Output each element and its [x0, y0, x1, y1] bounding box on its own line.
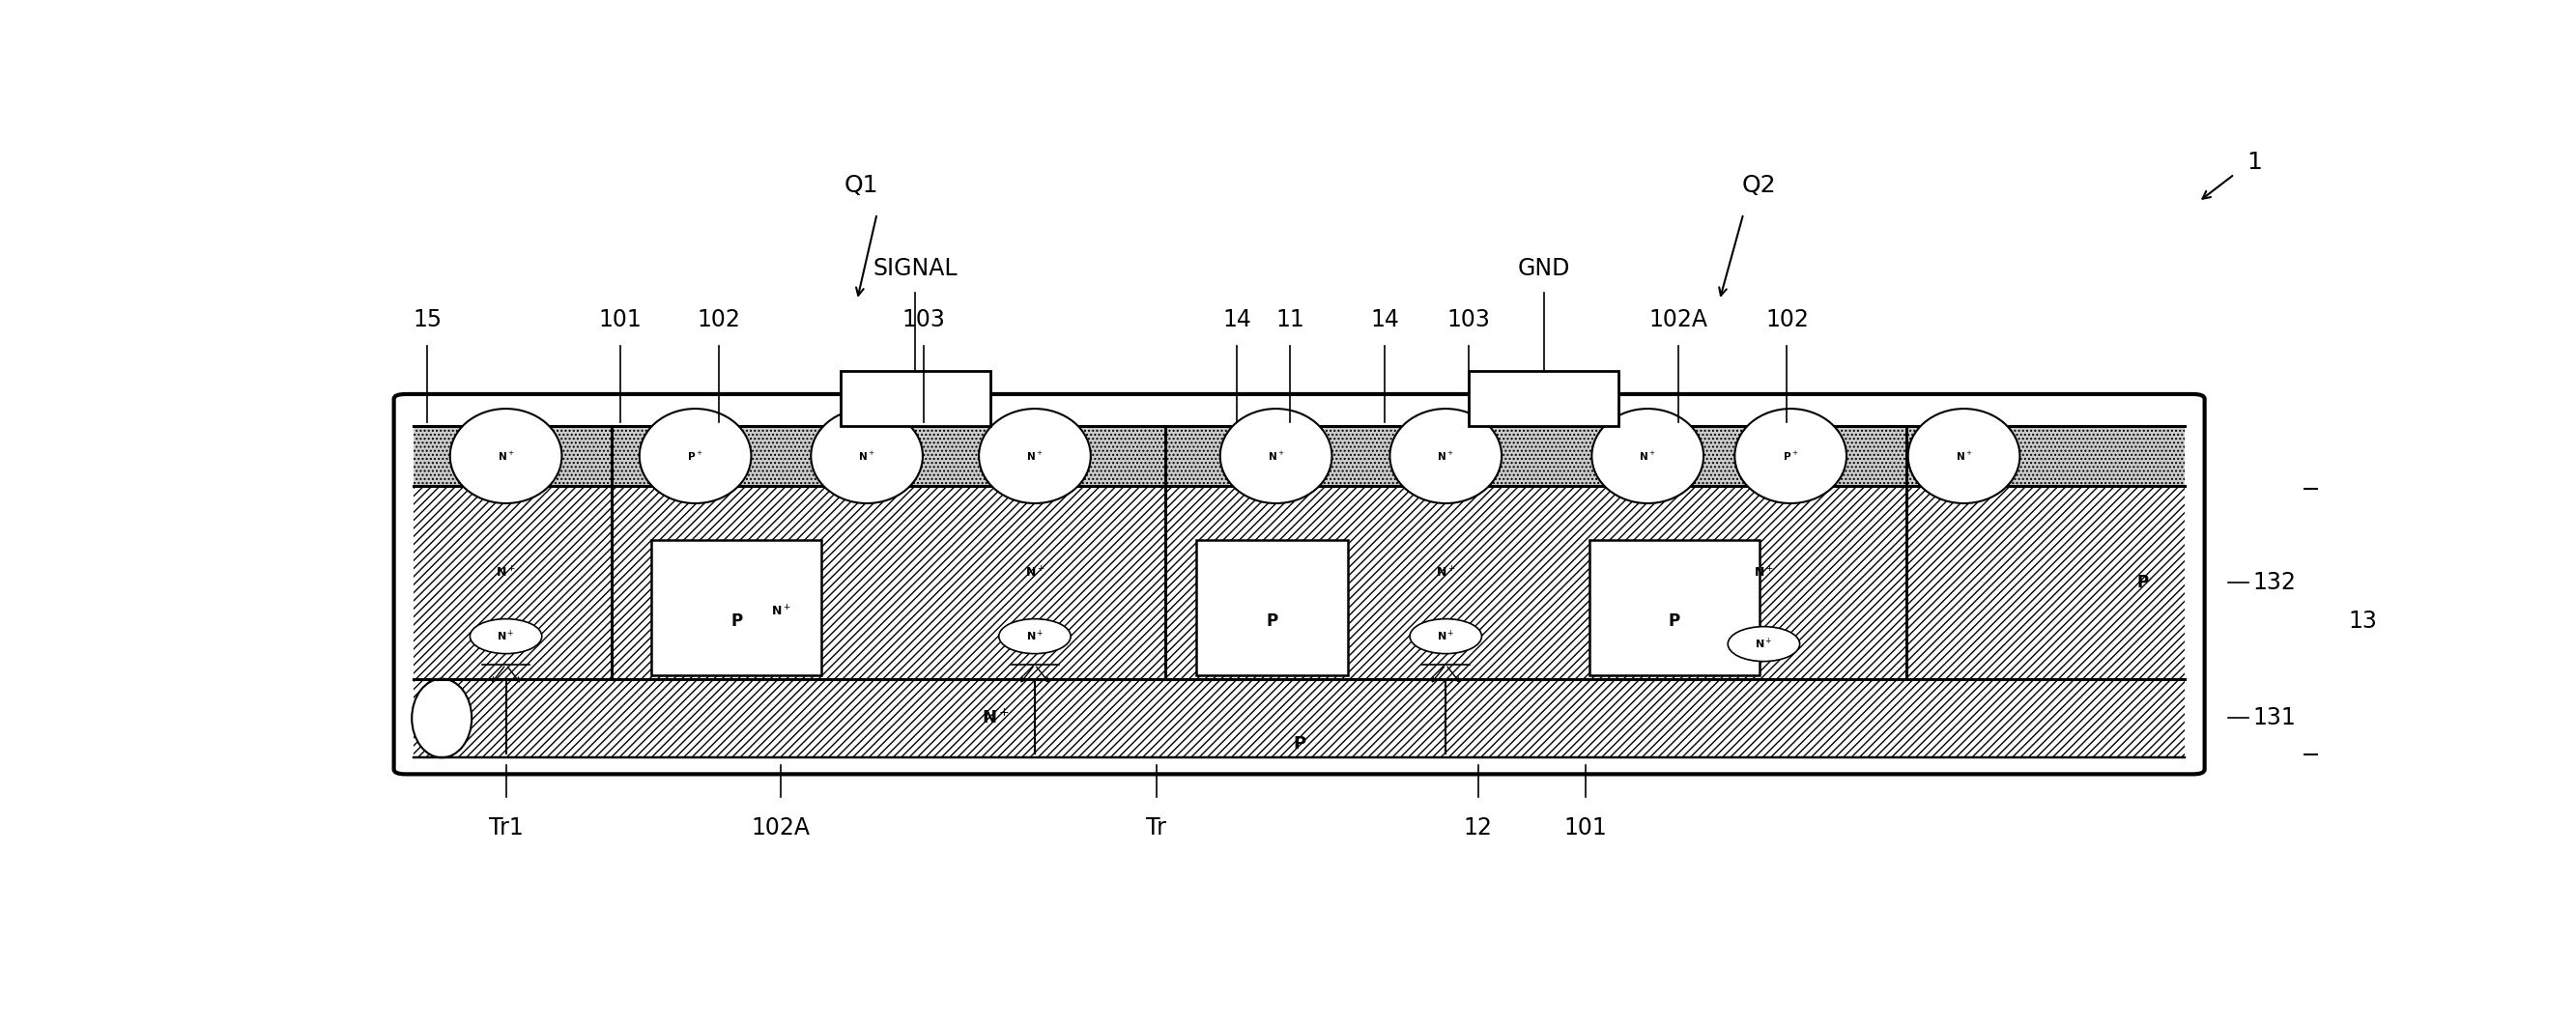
Text: P: P: [732, 612, 742, 630]
Text: N$^+$: N$^+$: [1754, 565, 1775, 580]
Text: N$^+$: N$^+$: [1754, 637, 1772, 651]
Ellipse shape: [1734, 409, 1847, 504]
Text: 13: 13: [2349, 610, 2378, 633]
Ellipse shape: [1728, 627, 1801, 662]
FancyBboxPatch shape: [394, 394, 2205, 774]
Ellipse shape: [451, 409, 562, 504]
Text: N$^+$: N$^+$: [497, 450, 515, 463]
Text: P$^+$: P$^+$: [1783, 450, 1798, 463]
Text: P: P: [1267, 612, 1278, 630]
Bar: [1468, 372, 1618, 426]
Text: Tr1: Tr1: [489, 817, 523, 840]
Text: P: P: [1669, 612, 1680, 630]
Text: P$^+$: P$^+$: [688, 450, 703, 463]
Text: 103: 103: [902, 308, 945, 332]
Text: SIGNAL: SIGNAL: [873, 257, 958, 281]
Text: 103: 103: [1448, 308, 1492, 332]
Text: N$^+$: N$^+$: [1435, 565, 1455, 580]
Text: N$^+$: N$^+$: [1025, 565, 1046, 580]
Ellipse shape: [979, 409, 1090, 504]
Text: N$^+$: N$^+$: [1437, 450, 1455, 463]
Ellipse shape: [412, 679, 471, 758]
Text: 1: 1: [2246, 151, 2262, 174]
Text: N$^+$: N$^+$: [1025, 450, 1043, 463]
Ellipse shape: [1221, 409, 1332, 504]
Bar: [415, 426, 2184, 485]
Ellipse shape: [1592, 409, 1703, 504]
Text: Tr: Tr: [1146, 817, 1167, 840]
Text: 101: 101: [598, 308, 641, 332]
Ellipse shape: [1909, 409, 2020, 504]
Text: N$^+$: N$^+$: [858, 450, 876, 463]
Ellipse shape: [469, 618, 541, 653]
Text: 102: 102: [698, 308, 739, 332]
Bar: [1195, 540, 1347, 675]
Text: N$^+$: N$^+$: [497, 565, 515, 580]
Text: Q2: Q2: [1741, 174, 1777, 198]
Text: 132: 132: [2251, 570, 2295, 594]
Text: N$^+$: N$^+$: [1025, 629, 1043, 644]
Text: 15: 15: [412, 308, 443, 332]
Text: P: P: [1293, 734, 1306, 752]
Text: P: P: [2138, 573, 2148, 591]
Text: 102: 102: [1765, 308, 1808, 332]
Text: N$^+$: N$^+$: [981, 709, 1010, 727]
Text: N$^+$: N$^+$: [770, 604, 791, 618]
Ellipse shape: [811, 409, 922, 504]
Bar: [840, 372, 989, 426]
Text: 14: 14: [1221, 308, 1252, 332]
Ellipse shape: [1409, 618, 1481, 653]
Text: 131: 131: [2251, 707, 2295, 730]
Text: 102A: 102A: [752, 817, 811, 840]
Text: N$^+$: N$^+$: [1437, 629, 1455, 644]
Text: 101: 101: [1564, 817, 1607, 840]
Bar: [415, 485, 2184, 679]
Text: N$^+$: N$^+$: [1267, 450, 1285, 463]
Bar: [415, 679, 2184, 758]
Text: Q1: Q1: [845, 174, 878, 198]
Text: N$^+$: N$^+$: [1638, 450, 1656, 463]
Text: 12: 12: [1463, 817, 1492, 840]
Text: 11: 11: [1275, 308, 1303, 332]
Bar: [652, 540, 822, 675]
Ellipse shape: [1391, 409, 1502, 504]
Text: 102A: 102A: [1649, 308, 1708, 332]
Ellipse shape: [639, 409, 752, 504]
Bar: [1589, 540, 1759, 675]
Ellipse shape: [999, 618, 1072, 653]
Text: 14: 14: [1370, 308, 1399, 332]
Text: N$^+$: N$^+$: [1955, 450, 1973, 463]
Text: N$^+$: N$^+$: [497, 629, 515, 644]
Text: GND: GND: [1517, 257, 1571, 281]
